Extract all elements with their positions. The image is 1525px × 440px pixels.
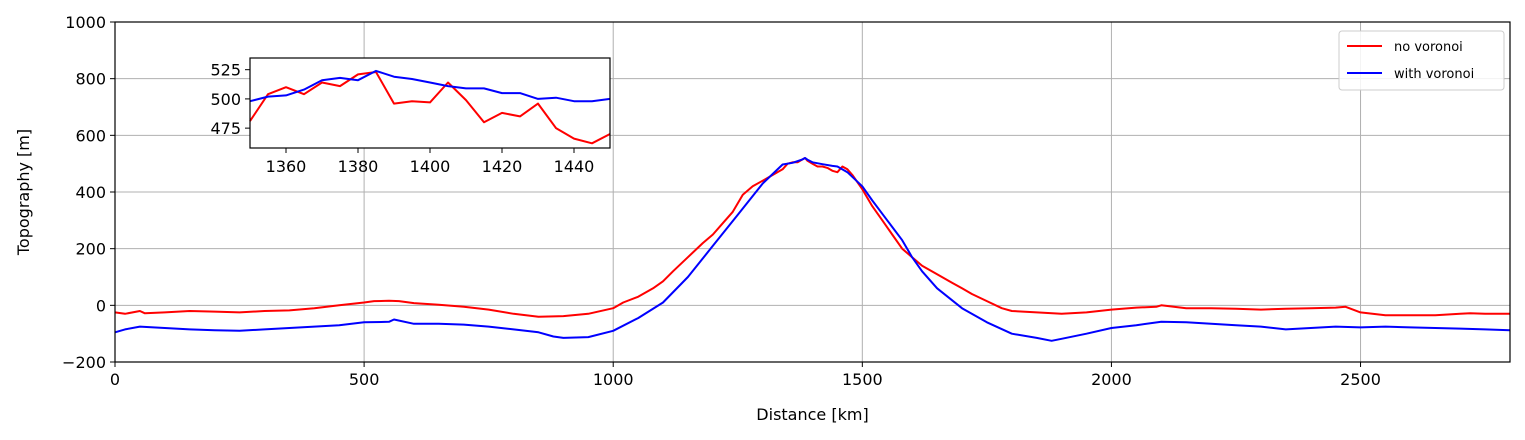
inset-x-tick-label: 1380 — [338, 157, 379, 176]
y-tick-label: 0 — [96, 296, 106, 315]
x-tick-label: 500 — [349, 370, 380, 389]
legend-label-no-voronoi: no voronoi — [1394, 40, 1463, 55]
y-tick-label: 400 — [75, 183, 106, 202]
inset-x-tick-label: 1360 — [266, 157, 307, 176]
inset-plot: 1360 1380 1400 1420 1440 475 500 525 — [210, 57, 611, 176]
inset-series — [249, 69, 611, 145]
x-tick-label: 0 — [110, 370, 120, 389]
inset-y-tick-label: 475 — [210, 119, 241, 138]
inset-x-tick-label: 1420 — [482, 157, 523, 176]
inset-y-tick-label: 500 — [210, 90, 241, 109]
y-tick-label: 200 — [75, 240, 106, 259]
inset-x-tick-label: 1400 — [410, 157, 451, 176]
inset-y-tick-label: 525 — [210, 61, 241, 80]
y-tick-label: 800 — [75, 70, 106, 89]
main-series — [114, 157, 1511, 342]
inset-series-line-with-voronoi — [249, 69, 611, 103]
x-tick-label: 1000 — [593, 370, 634, 389]
y-tick-label: 600 — [75, 126, 106, 145]
inset-series-line-no-voronoi — [249, 71, 611, 145]
main-ticks: 0 500 1000 1500 2000 2500−2000200400600800100… — [62, 13, 1381, 389]
x-tick-label: 1500 — [842, 370, 883, 389]
inset-x-tick-label: 1440 — [554, 157, 595, 176]
series-line-with-voronoi — [114, 157, 1511, 342]
x-tick-label: 2000 — [1091, 370, 1132, 389]
x-tick-label: 2500 — [1340, 370, 1381, 389]
x-axis-label: Distance [km] — [756, 405, 868, 424]
y-tick-label: −200 — [62, 353, 106, 372]
inset-ticks: 1360 1380 1400 1420 1440 475 500 525 — [210, 61, 594, 176]
y-tick-label: 1000 — [65, 13, 106, 32]
series-line-no-voronoi — [114, 157, 1510, 318]
y-axis-label: Topography [m] — [14, 129, 33, 256]
legend: no voronoi with voronoi — [1338, 30, 1505, 91]
legend-label-with-voronoi: with voronoi — [1394, 67, 1474, 82]
